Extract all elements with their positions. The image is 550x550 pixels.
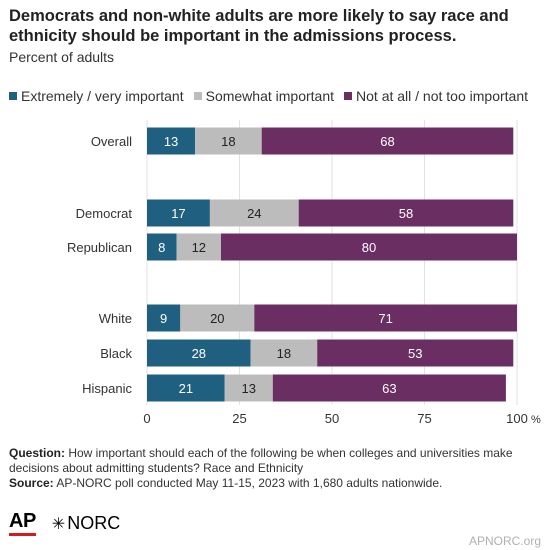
legend-swatch-not-important [344, 92, 353, 100]
category-label-democrat: Democrat [76, 206, 133, 221]
data-label-overall-1: 18 [221, 134, 235, 149]
bar-segment-white-1 [180, 304, 255, 332]
branding: AP ✳ NORC [9, 511, 120, 536]
x-tick-label: 0 [143, 411, 150, 426]
legend-item-very-important: Extremely / very important [9, 88, 184, 104]
data-label-black-2: 53 [408, 346, 422, 361]
data-label-democrat-0: 17 [171, 206, 185, 221]
category-label-republican: Republican [67, 240, 132, 255]
norc-logo: ✳ NORC [52, 513, 120, 534]
data-label-republican-2: 80 [362, 240, 376, 255]
data-label-hispanic-1: 13 [242, 381, 256, 396]
source-text: AP-NORC poll conducted May 11-15, 2023 w… [56, 476, 443, 490]
category-label-black: Black [100, 346, 132, 361]
bar-segment-white-2 [254, 304, 518, 332]
category-label-hispanic: Hispanic [82, 381, 132, 396]
data-label-black-1: 18 [277, 346, 291, 361]
legend-item-not-important: Not at all / not too important [344, 88, 528, 104]
x-tick-label: 75 [417, 411, 431, 426]
data-label-hispanic-0: 21 [179, 381, 193, 396]
stacked-bar-chart: Overall 13 18 68 Democrat 17 24 58 Republican 8 12… [67, 120, 541, 426]
data-label-republican-0: 8 [158, 240, 165, 255]
question-label: Question: [9, 446, 65, 460]
legend-label-not-important: Not at all / not too important [356, 88, 528, 104]
chart-title: Democrats and non-white adults are more … [9, 7, 509, 45]
data-label-democrat-1: 24 [247, 206, 261, 221]
data-label-hispanic-2: 63 [382, 381, 396, 396]
data-label-white-1: 20 [210, 311, 224, 326]
bar-segment-black-1 [250, 339, 318, 367]
x-unit-label: % [531, 414, 541, 426]
bar-segment-white-0 [147, 304, 181, 332]
bar-segment-republican-0 [147, 233, 177, 261]
category-label-overall: Overall [91, 134, 132, 149]
bar-segment-overall-1 [195, 127, 262, 155]
legend-label-somewhat-important: Somewhat important [205, 88, 335, 104]
bar-segment-democrat-1 [209, 199, 299, 227]
bar-segment-black-2 [317, 339, 514, 367]
data-label-overall-2: 68 [380, 134, 394, 149]
bar-segment-republican-2 [221, 233, 517, 261]
data-label-democrat-2: 58 [399, 206, 413, 221]
question-text: How important should each of the followi… [9, 446, 513, 475]
bar-segment-republican-1 [176, 233, 221, 261]
norc-wordmark: NORC [67, 513, 121, 533]
source-note: Source: AP-NORC poll conducted May 11-15… [9, 476, 545, 491]
legend-label-very-important: Extremely / very important [21, 88, 184, 104]
chart-notes: Question: How important should each of t… [9, 446, 545, 491]
x-tick-label: 50 [325, 411, 339, 426]
legend-swatch-very-important [9, 92, 17, 100]
bar-segment-overall-0 [147, 127, 196, 155]
data-label-overall-0: 13 [164, 134, 178, 149]
category-label-white: White [99, 311, 132, 326]
bar-segment-hispanic-0 [147, 374, 225, 402]
legend-item-somewhat-important: Somewhat important [193, 88, 335, 104]
x-tick-label: 25 [232, 411, 246, 426]
legend-swatch-somewhat-important [193, 92, 202, 100]
data-label-white-2: 71 [378, 311, 392, 326]
data-label-republican-1: 12 [192, 240, 206, 255]
legend: Extremely / very important Somewhat impo… [9, 88, 528, 104]
norc-star-icon: ✳ [51, 515, 66, 533]
bar-segment-democrat-0 [147, 199, 210, 227]
chart-subtitle: Percent of adults [9, 49, 115, 65]
ap-logo: AP [9, 511, 36, 536]
bar-segment-democrat-2 [298, 199, 514, 227]
bar-segment-hispanic-2 [272, 374, 506, 402]
data-label-white-0: 9 [160, 311, 167, 326]
bar-segment-hispanic-1 [224, 374, 273, 402]
credit-url: APNORC.org [468, 534, 541, 548]
bar-segment-black-0 [147, 339, 251, 367]
x-tick-label: 100 [506, 411, 528, 426]
data-label-black-0: 28 [192, 346, 206, 361]
source-label: Source: [9, 476, 54, 490]
bar-segment-overall-2 [261, 127, 514, 155]
question-note: Question: How important should each of t… [9, 446, 545, 476]
